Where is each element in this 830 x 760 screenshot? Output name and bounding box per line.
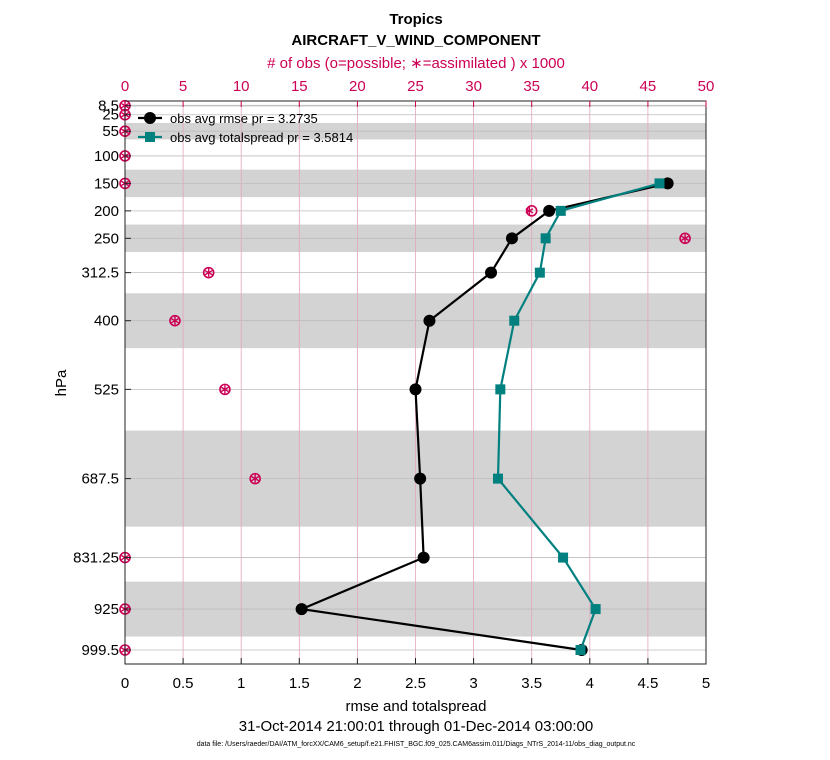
x-tick-label: 0.5: [173, 675, 194, 692]
y-tick-label: 250: [94, 230, 119, 247]
x-tick-label: 2: [353, 675, 361, 692]
x-tick-label: 1: [237, 675, 245, 692]
asterisk-stroke: [681, 235, 690, 242]
series-point: [493, 473, 504, 484]
x-tick-label: 3.5: [521, 675, 542, 692]
x-tick-label: 1.5: [289, 675, 310, 692]
series-point: [543, 204, 556, 217]
axis-ticks: 0 0.5 1 1.5 2 2.5 3 3.5 4 4.5 50 5 10 15 20 25 30 35 40 45 5…: [73, 78, 714, 692]
obs-possible-marker: [219, 383, 231, 396]
series-point: [509, 315, 520, 326]
top-tick-label: 35: [523, 78, 540, 95]
data-file-footer: data file: /Users/raeder/DAI/ATM_forcXX/…: [197, 741, 636, 748]
y-tick-label: 25: [102, 107, 119, 124]
series-group: [295, 177, 674, 656]
x-tick-label: 0: [121, 675, 129, 692]
y-tick-label: 925: [94, 601, 119, 618]
chart-subtitle: AIRCRAFT_V_WIND_COMPONENT: [291, 32, 540, 49]
obs-possible-marker: [525, 205, 538, 217]
obs-assimilated-marker: [220, 385, 229, 394]
legend-label: obs avg rmse pr = 3.2735: [170, 111, 318, 126]
series-point: [555, 205, 566, 216]
x-tick-label: 5: [702, 675, 710, 692]
top-tick-label: 15: [291, 78, 308, 95]
y-tick-label: 200: [94, 203, 119, 220]
y-tick-label: 8.5: [98, 98, 119, 115]
top-tick-label: 45: [640, 78, 657, 95]
y-tick-label: 999.5: [81, 642, 119, 659]
series-point: [485, 266, 498, 279]
legend-label: obs avg totalspread pr = 3.5814: [170, 130, 353, 145]
obs-possible-marker: [679, 232, 691, 245]
asterisk-stroke: [204, 269, 213, 276]
top-tick-label: 30: [465, 78, 482, 95]
x-axis-label: rmse and totalspread: [346, 698, 487, 715]
x-tick-label: 3: [469, 675, 477, 692]
series-line-1: [496, 182, 660, 651]
y-tick-label: 150: [94, 175, 119, 192]
y-tick-label: 687.5: [81, 471, 119, 488]
top-tick-label: 20: [349, 78, 366, 95]
obs-assimilated-marker: [681, 234, 690, 243]
y-tick-label: 312.5: [81, 265, 119, 282]
asterisk-stroke: [251, 475, 260, 482]
x-tick-label: 4: [586, 675, 594, 692]
legend: obs avg rmse pr = 3.2735 obs avg totalspr…: [138, 111, 353, 145]
obs-assimilated-marker: [251, 474, 260, 483]
series-point: [534, 267, 545, 278]
series-point: [414, 472, 427, 485]
series-point: [590, 604, 601, 615]
series-point: [558, 552, 569, 563]
series-point: [295, 603, 308, 616]
obs-possible-marker: [202, 266, 215, 279]
series-point: [661, 177, 674, 190]
series-point: [575, 644, 586, 655]
y-tick-label: 525: [94, 381, 119, 398]
obs-assimilated-marker: [170, 316, 179, 325]
series-point: [417, 551, 430, 564]
y-tick-label: 400: [94, 313, 119, 330]
series-point: [505, 232, 518, 245]
top-tick-label: 10: [233, 78, 250, 95]
series-line-0: [297, 182, 668, 652]
top-tick-label: 50: [698, 78, 715, 95]
top-tick-label: 5: [179, 78, 187, 95]
y-tick-label: 100: [94, 148, 119, 165]
series-point: [409, 383, 422, 396]
legend-marker: [144, 112, 156, 124]
obs-possible-marker: [169, 314, 181, 327]
date-range: 31-Oct-2014 21:00:01 through 01-Dec-2014…: [239, 718, 593, 735]
legend-marker: [145, 132, 155, 142]
series-point: [423, 314, 436, 327]
y-tick-label: 831.25: [73, 550, 119, 567]
obs-assimilated-marker: [204, 268, 213, 277]
x-tick-label: 4.5: [637, 675, 658, 692]
y-tick-label: 55: [102, 123, 119, 140]
series-point: [540, 233, 551, 244]
y-axis-label: hPa: [53, 369, 70, 396]
asterisk-stroke: [170, 318, 179, 324]
obs-assimilated-marker: [525, 206, 534, 216]
chart-title: Tropics: [389, 11, 442, 28]
obs-possible-marker: [249, 472, 261, 485]
x-tick-label: 2.5: [405, 675, 426, 692]
asterisk-stroke: [525, 208, 534, 214]
top-tick-label: 0: [121, 78, 129, 95]
series-point: [495, 384, 506, 395]
asterisk-stroke: [220, 386, 229, 393]
top-axis-label: # of obs (o=possible; ∗=assimilated ) x …: [267, 55, 565, 72]
top-tick-label: 40: [581, 78, 598, 95]
series-point: [654, 178, 665, 189]
top-tick-label: 25: [407, 78, 424, 95]
